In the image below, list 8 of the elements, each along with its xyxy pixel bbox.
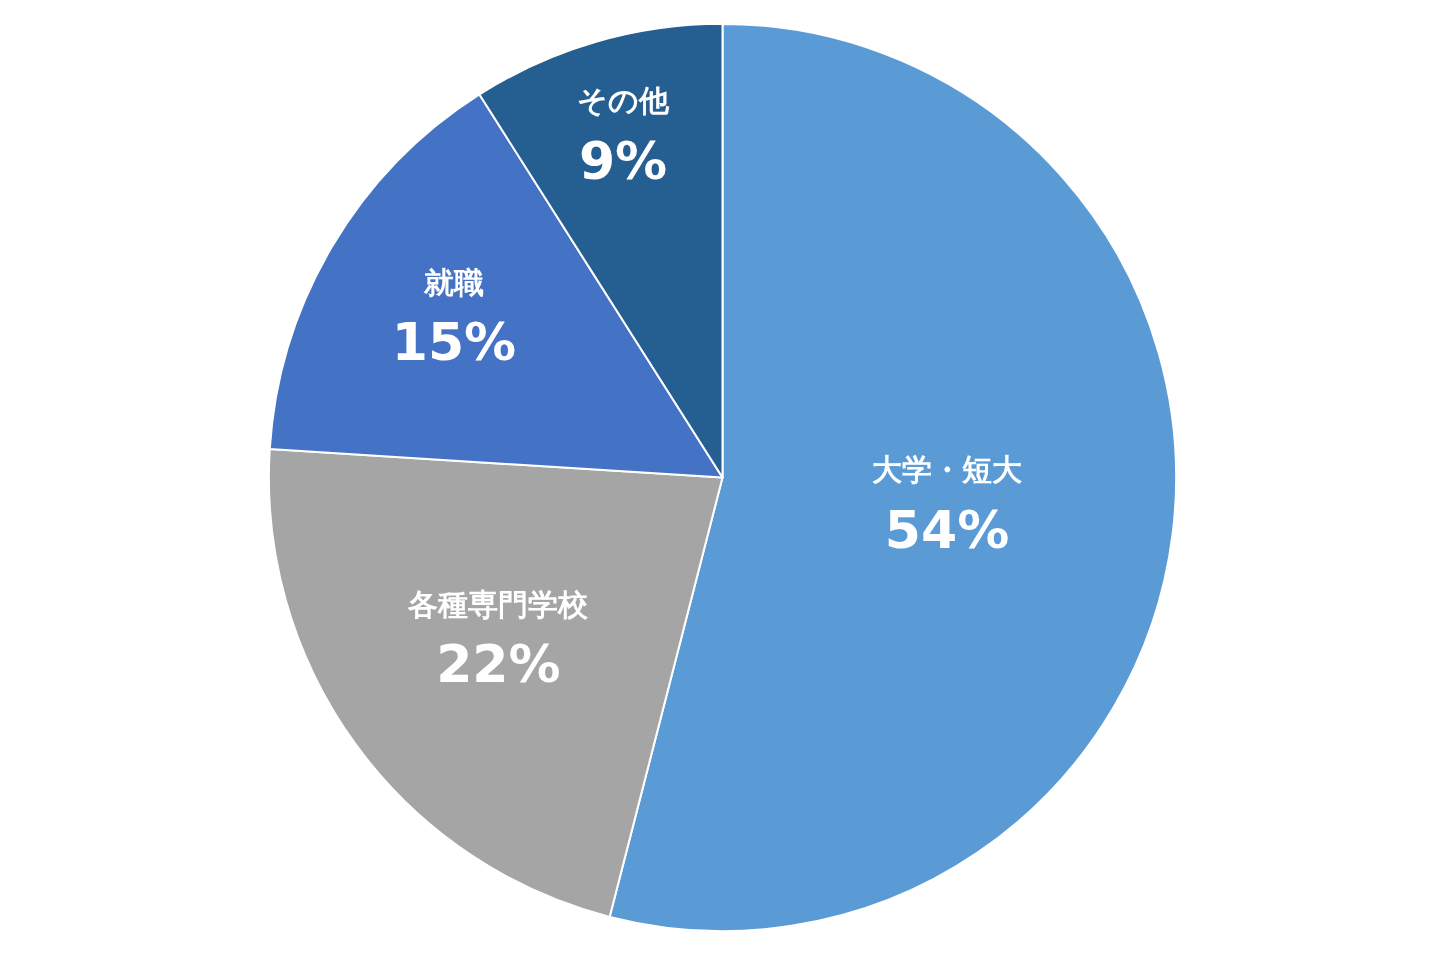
slice-label: その他	[577, 83, 671, 119]
data-label: 9%	[578, 130, 668, 191]
data-label: 54%	[884, 499, 1010, 560]
data-label: 15%	[391, 312, 517, 373]
slice-label: 各種専門学校	[407, 586, 590, 622]
slice-label: 大学・短大	[872, 452, 1024, 488]
data-label: 22%	[436, 634, 561, 695]
slice-label: 就職	[422, 264, 484, 300]
